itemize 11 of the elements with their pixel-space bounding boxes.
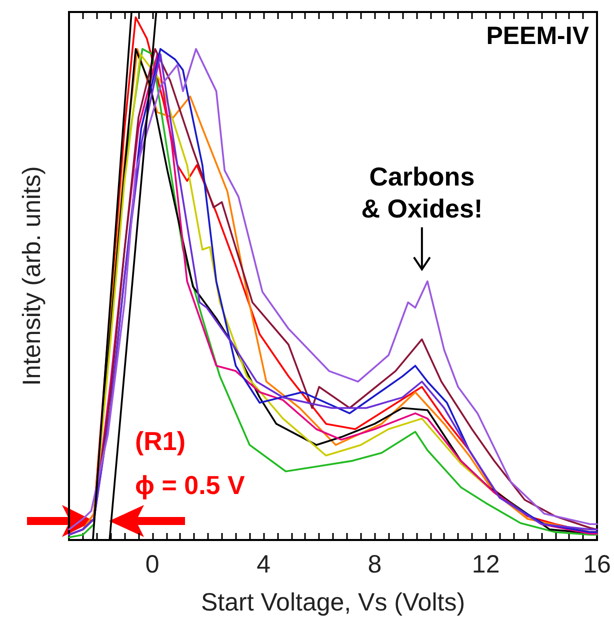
annotation: PEEM-IV: [486, 22, 590, 50]
x-tick-label: 16: [583, 550, 611, 578]
x-axis-title: Start Voltage, Vs (Volts): [200, 588, 466, 616]
x-tick-label: 0: [145, 550, 160, 578]
annotation: ϕ = 0.5 V: [135, 470, 246, 500]
annotation: Carbons & Oxides!: [361, 161, 483, 224]
x-tick-label: 8: [368, 550, 382, 578]
x-tick-label: 4: [256, 550, 271, 578]
x-tick-label: 12: [472, 550, 500, 578]
annotation: (R1): [135, 426, 186, 456]
y-axis-title: Intensity (arb. units): [18, 166, 46, 386]
